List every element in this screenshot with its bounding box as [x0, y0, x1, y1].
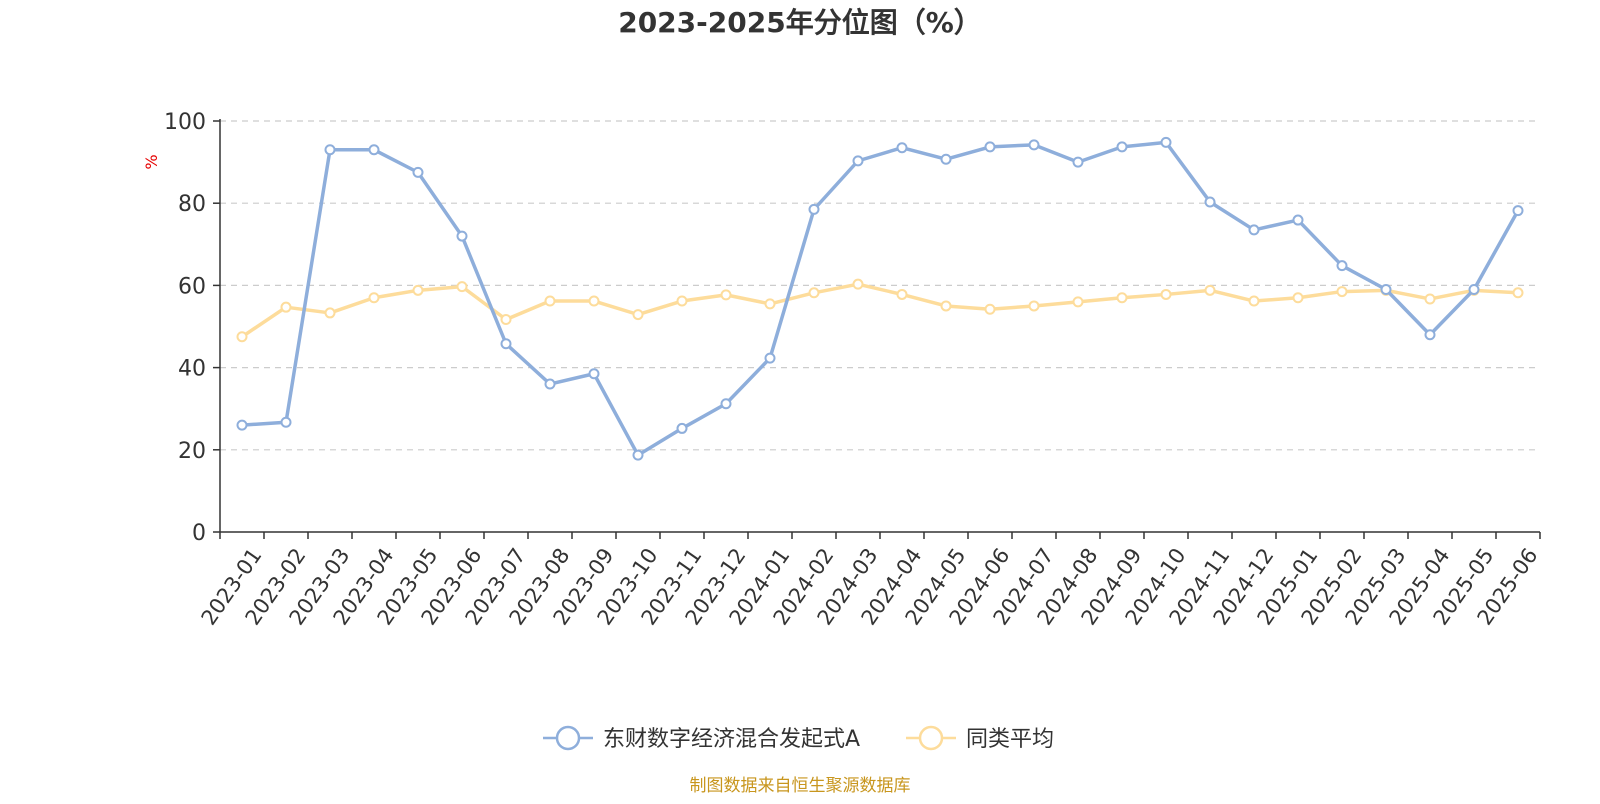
data-point — [280, 416, 292, 428]
axes: 0204060801002023-012023-022023-032023-04… — [164, 110, 1543, 629]
data-point — [1116, 141, 1128, 153]
data-point — [412, 166, 424, 178]
data-point — [1160, 288, 1172, 300]
y-tick-label: 20 — [178, 439, 206, 464]
data-point — [1072, 296, 1084, 308]
legend-marker-0 — [555, 725, 581, 751]
data-point — [456, 230, 468, 242]
data-point — [1336, 286, 1348, 298]
y-tick-label: 80 — [178, 192, 206, 217]
y-tick-label: 100 — [164, 110, 206, 135]
data-point — [676, 422, 688, 434]
data-point — [456, 281, 468, 293]
legend-label-1: 同类平均 — [966, 727, 1054, 752]
data-point — [324, 144, 336, 156]
data-point — [720, 289, 732, 301]
data-point — [808, 287, 820, 299]
data-point — [588, 368, 600, 380]
y-axis-unit-label: % — [142, 154, 161, 169]
data-point — [544, 295, 556, 307]
data-point — [1248, 224, 1260, 236]
data-point — [1204, 196, 1216, 208]
data-point — [1424, 293, 1436, 305]
data-point — [1028, 139, 1040, 151]
data-point — [1160, 136, 1172, 148]
data-point — [1424, 329, 1436, 341]
data-point — [412, 284, 424, 296]
data-point — [236, 419, 248, 431]
data-point — [632, 449, 644, 461]
data-point — [1512, 287, 1524, 299]
data-point — [1028, 300, 1040, 312]
data-point — [984, 141, 996, 153]
data-point — [544, 378, 556, 390]
data-point — [280, 301, 292, 313]
data-point — [764, 352, 776, 364]
data-point — [940, 153, 952, 165]
data-point — [632, 309, 644, 321]
data-point — [368, 144, 380, 156]
data-point — [500, 338, 512, 350]
data-point — [676, 295, 688, 307]
series-layer — [236, 136, 1524, 461]
data-point — [1380, 284, 1392, 296]
source-footer: 制图数据来自恒生聚源数据库 — [690, 776, 911, 796]
data-point — [940, 300, 952, 312]
series-line-1 — [240, 282, 1520, 339]
data-point — [1116, 292, 1128, 304]
data-point — [324, 307, 336, 319]
data-point — [1292, 214, 1304, 226]
data-point — [236, 331, 248, 343]
y-tick-label: 60 — [178, 274, 206, 299]
data-point — [368, 292, 380, 304]
data-point — [1204, 284, 1216, 296]
data-point — [1248, 295, 1260, 307]
data-point — [500, 314, 512, 326]
y-tick-label: 40 — [178, 357, 206, 382]
data-point — [588, 295, 600, 307]
data-point — [1292, 292, 1304, 304]
legend-marker-1 — [918, 725, 944, 751]
data-point — [764, 298, 776, 310]
data-point — [852, 155, 864, 167]
data-point — [984, 303, 996, 315]
data-point — [1468, 284, 1480, 296]
data-point — [1336, 260, 1348, 272]
data-point — [896, 288, 908, 300]
data-point — [720, 398, 732, 410]
data-point — [896, 142, 908, 154]
data-point — [808, 203, 820, 215]
data-point — [1072, 156, 1084, 168]
data-point — [852, 278, 864, 290]
legend: 东财数字经济混合发起式A 同类平均 — [543, 725, 1054, 752]
data-point — [1512, 205, 1524, 217]
series-line-0 — [240, 140, 1520, 457]
chart-title: 2023-2025年分位图（%） — [618, 6, 982, 39]
legend-label-0: 东财数字经济混合发起式A — [603, 727, 860, 752]
y-tick-label: 0 — [192, 521, 206, 546]
